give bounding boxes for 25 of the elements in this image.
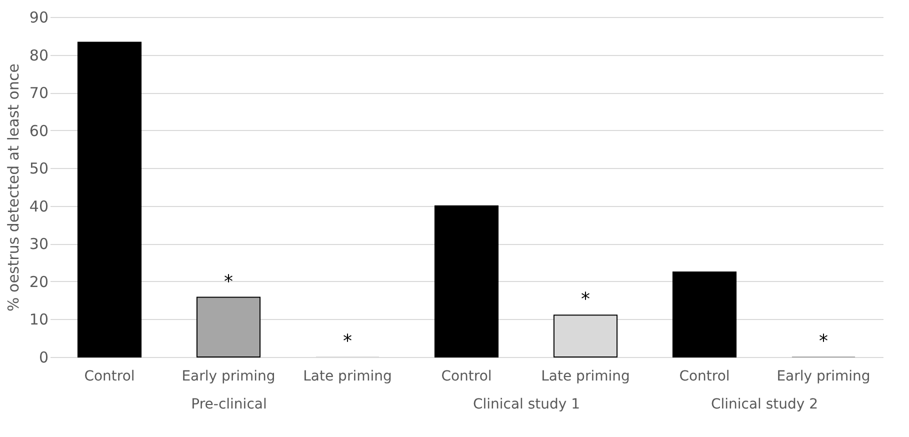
x-tick-label: Control	[441, 368, 492, 384]
x-tick-label: Control	[84, 368, 135, 384]
x-tick-label: Late priming	[303, 368, 392, 384]
y-tick-label: 30	[29, 235, 48, 254]
x-tick-label: Control	[679, 368, 730, 384]
y-tick-label: 80	[29, 46, 48, 64]
x-tick-label: Late priming	[541, 368, 630, 384]
y-tick-label: 50	[29, 160, 48, 178]
data-label: *	[819, 331, 828, 352]
x-axis-title: Clinical study 1	[472, 396, 580, 412]
y-tick-label: 40	[29, 197, 48, 216]
data-label: *	[224, 271, 233, 292]
x-tick-label: Early priming	[776, 368, 870, 384]
y-tick-label: 20	[29, 272, 48, 291]
data-label: *	[581, 289, 590, 310]
y-tick-label: 60	[29, 122, 48, 140]
y-tick-label: 90	[29, 8, 48, 26]
y-axis-title: % oestrus detected at least once	[4, 64, 22, 312]
data-label: *	[343, 331, 352, 352]
x-tick-label: Early priming	[182, 368, 276, 384]
x-axis-title: Pre-clinical	[191, 396, 267, 412]
x-axis-title: Clinical study 2	[710, 396, 818, 412]
y-tick-label: 10	[29, 310, 48, 329]
y-tick-label: 70	[29, 84, 48, 102]
y-tick-label: 0	[38, 348, 48, 366]
